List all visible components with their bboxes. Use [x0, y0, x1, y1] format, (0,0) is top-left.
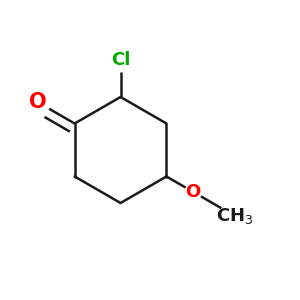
- Text: Cl: Cl: [111, 51, 130, 69]
- Text: CH$_3$: CH$_3$: [216, 206, 253, 226]
- Text: O: O: [29, 92, 46, 112]
- Text: O: O: [186, 183, 201, 201]
